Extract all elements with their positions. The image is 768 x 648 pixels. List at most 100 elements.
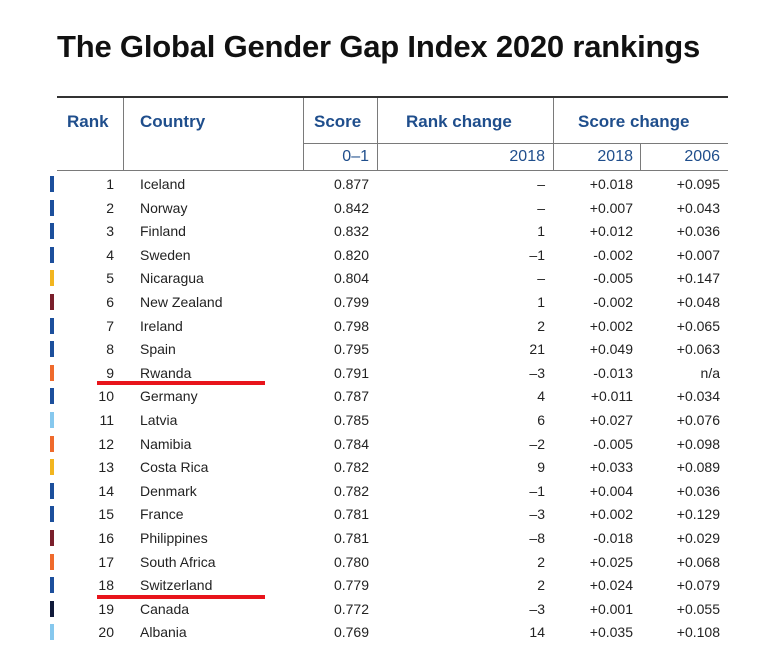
region-color-bar [50, 412, 54, 428]
score-change-2006-cell: +0.036 [676, 223, 720, 240]
score-change-2006-cell: +0.034 [676, 388, 720, 405]
score-change-2018-cell: +0.002 [589, 317, 633, 334]
score-cell: 0.781 [333, 506, 369, 523]
table-row: 2 Norway 0.842 – +0.007 +0.043 [0, 196, 768, 220]
score-range-subheader: 0–1 [342, 148, 369, 165]
table-row: 8 Spain 0.795 21 +0.049 +0.063 [0, 337, 768, 361]
country-cell: South Africa [140, 553, 216, 570]
score-cell: 0.795 [333, 341, 369, 358]
score-change-2018-cell: +0.018 [589, 176, 633, 192]
header-top-rule [57, 96, 728, 98]
rank-change-cell: 1 [537, 294, 545, 310]
score-change-2018-cell: -0.005 [593, 435, 633, 452]
highlight-underline-rwanda [97, 381, 265, 385]
page-title: The Global Gender Gap Index 2020 ranking… [57, 29, 700, 64]
table-row: 18 Switzerland 0.779 2 +0.024 +0.079 [0, 573, 768, 597]
score-change-2006-cell: +0.129 [676, 506, 720, 523]
score-change-2006-cell: +0.036 [676, 482, 720, 499]
table-row: 19 Canada 0.772 –3 +0.001 +0.055 [0, 597, 768, 621]
rank-change-cell: 14 [529, 624, 545, 641]
rank-change-year-subheader: 2018 [509, 148, 545, 165]
score-change-2006-cell: n/a [700, 364, 720, 381]
country-header: Country [140, 112, 206, 131]
country-cell: Albania [140, 624, 187, 641]
table-row: 5 Nicaragua 0.804 – -0.005 +0.147 [0, 266, 768, 290]
country-cell: Switzerland [140, 577, 213, 594]
score-change-2018-cell: +0.025 [589, 553, 633, 570]
rank-cell: 10 [98, 388, 114, 405]
score-change-2018-cell: +0.035 [589, 624, 633, 641]
score-cell: 0.779 [333, 577, 369, 594]
region-color-bar [50, 223, 54, 240]
rank-change-cell: –1 [529, 246, 545, 263]
table-row: 6 New Zealand 0.799 1 -0.002 +0.048 [0, 290, 768, 314]
region-color-bar [50, 435, 54, 452]
rank-cell: 14 [98, 482, 114, 499]
score-change-2006-cell: +0.055 [676, 600, 720, 617]
rank-header: Rank [67, 112, 109, 131]
score-change-2006-cell: +0.068 [676, 553, 720, 570]
score-cell: 0.798 [333, 317, 369, 334]
region-color-bar [50, 388, 54, 405]
region-color-bar [50, 364, 54, 381]
score-cell: 0.787 [333, 388, 369, 405]
country-cell: Rwanda [140, 364, 192, 381]
header-divider [377, 98, 378, 171]
country-cell: Norway [140, 199, 188, 216]
score-change-2006-subheader: 2006 [684, 148, 720, 165]
score-change-2018-cell: +0.049 [589, 341, 633, 358]
region-color-bar [50, 553, 54, 570]
region-color-bar [50, 199, 54, 216]
region-color-bar [50, 482, 54, 499]
score-change-2006-cell: +0.147 [676, 270, 720, 287]
score-cell: 0.782 [333, 459, 369, 476]
table-row: 17 South Africa 0.780 2 +0.025 +0.068 [0, 550, 768, 574]
rank-change-cell: 2 [537, 577, 545, 594]
score-change-2006-cell: +0.063 [676, 341, 720, 358]
score-change-2006-cell: +0.048 [676, 294, 720, 310]
region-color-bar [50, 176, 54, 192]
table-row: 7 Ireland 0.798 2 +0.002 +0.065 [0, 314, 768, 338]
header-divider [123, 98, 124, 171]
score-change-2018-cell: -0.002 [593, 246, 633, 263]
table-row: 9 Rwanda 0.791 –3 -0.013 n/a [0, 361, 768, 385]
score-cell: 0.784 [333, 435, 369, 452]
table-row: 20 Albania 0.769 14 +0.035 +0.108 [0, 620, 768, 644]
region-color-bar [50, 459, 54, 476]
country-cell: New Zealand [140, 294, 223, 310]
rank-change-header: Rank change [406, 112, 512, 131]
country-cell: Latvia [140, 412, 178, 428]
score-change-2018-cell: +0.011 [590, 388, 633, 405]
rank-change-cell: 2 [537, 317, 545, 334]
score-cell: 0.832 [333, 223, 369, 240]
rank-cell: 19 [98, 600, 114, 617]
rank-cell: 8 [106, 341, 114, 358]
score-change-2018-cell: +0.002 [589, 506, 633, 523]
rank-change-cell: – [537, 199, 545, 216]
score-change-2018-cell: +0.012 [589, 223, 633, 240]
rank-change-cell: –3 [529, 600, 545, 617]
score-change-2006-cell: +0.079 [676, 577, 720, 594]
country-cell: Finland [140, 223, 186, 240]
table-row: 16 Philippines 0.781 –8 -0.018 +0.029 [0, 526, 768, 550]
rank-change-cell: 2 [537, 553, 545, 570]
score-change-2018-cell: -0.018 [593, 530, 633, 546]
score-cell: 0.820 [333, 246, 369, 263]
score-cell: 0.799 [333, 294, 369, 310]
rank-cell: 1 [106, 176, 114, 192]
region-color-bar [50, 577, 54, 594]
header-divider [640, 143, 641, 171]
score-cell: 0.877 [333, 176, 369, 192]
region-color-bar [50, 624, 54, 641]
rank-cell: 12 [98, 435, 114, 452]
score-change-2006-cell: +0.007 [676, 246, 720, 263]
table-row: 10 Germany 0.787 4 +0.011 +0.034 [0, 384, 768, 408]
country-cell: Costa Rica [140, 459, 209, 476]
region-color-bar [50, 317, 54, 334]
country-cell: Ireland [140, 317, 183, 334]
table-row: 13 Costa Rica 0.782 9 +0.033 +0.089 [0, 455, 768, 479]
rank-cell: 16 [98, 530, 114, 546]
table-row: 12 Namibia 0.784 –2 -0.005 +0.098 [0, 432, 768, 456]
score-cell: 0.791 [333, 364, 369, 381]
header-divider [303, 98, 304, 171]
